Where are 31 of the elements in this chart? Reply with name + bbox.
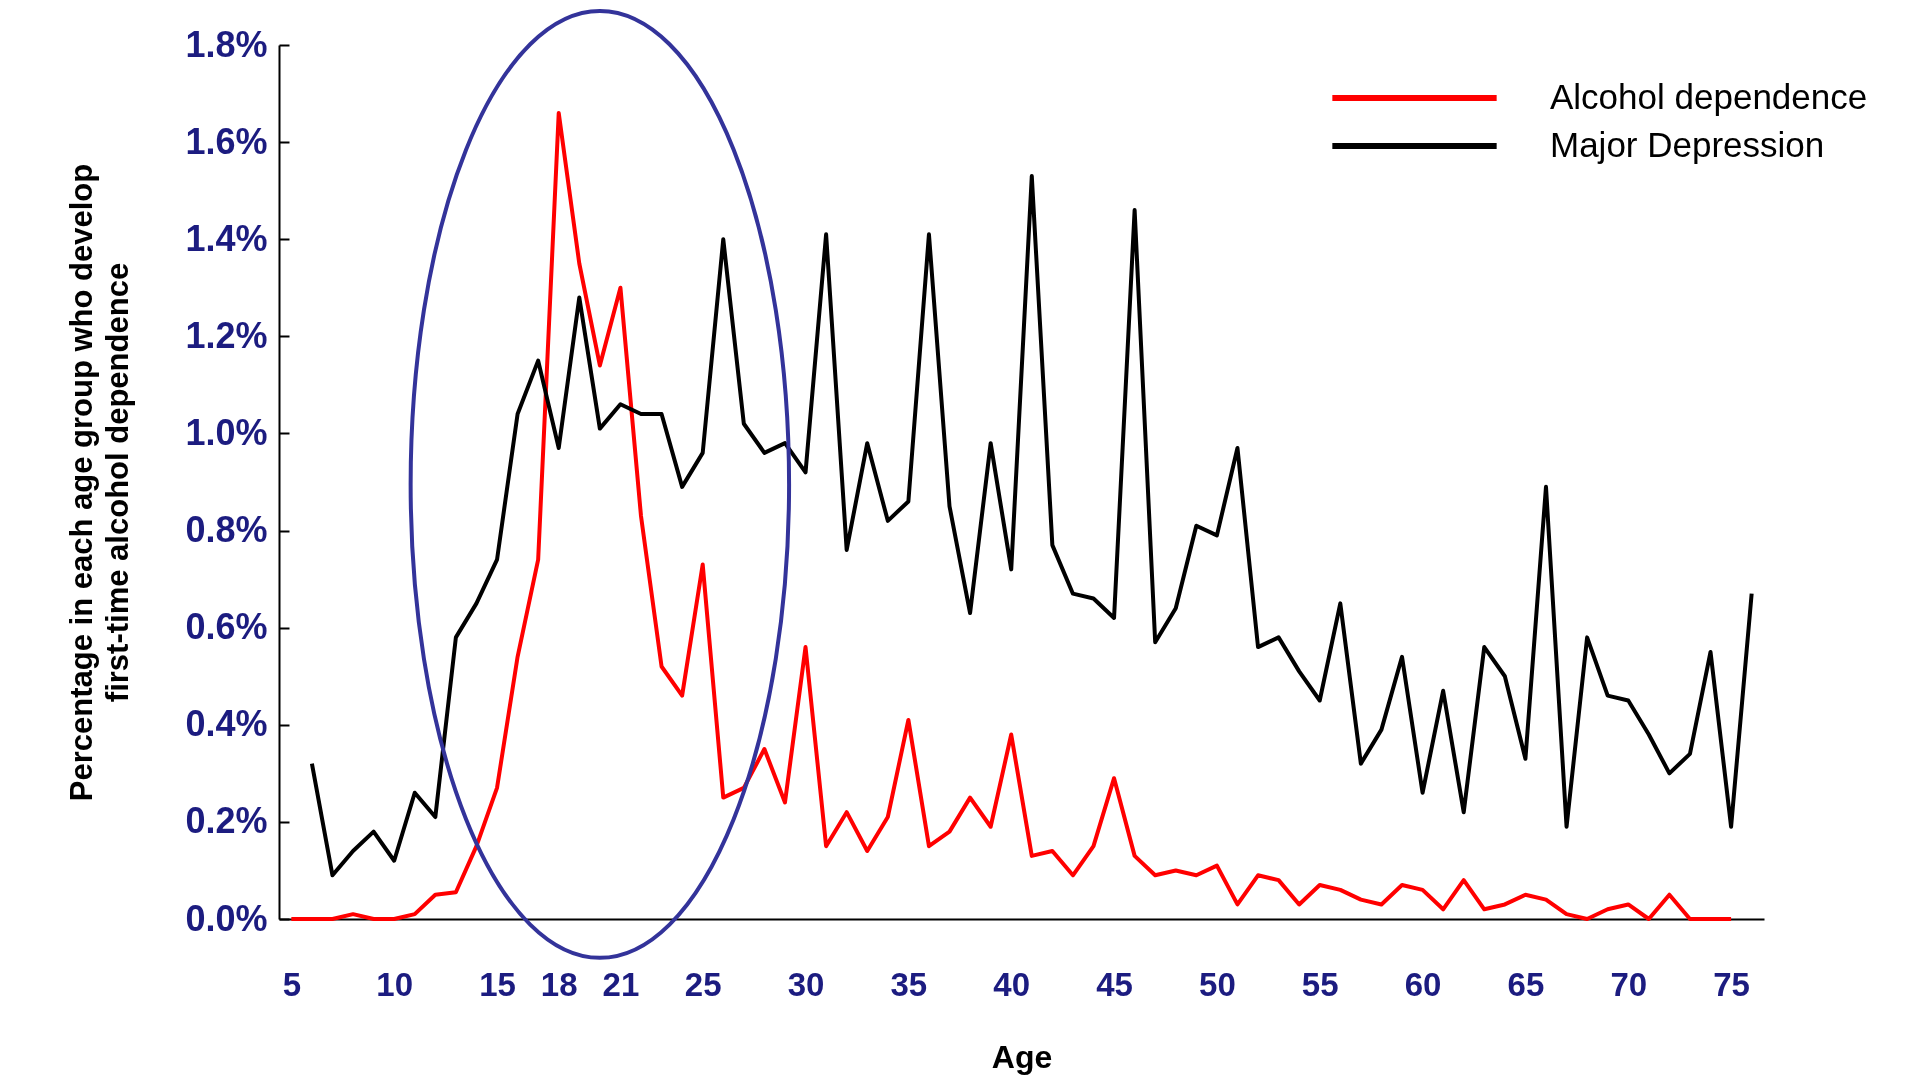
y-tick-label: 1.0%: [185, 411, 268, 453]
y-tick-label: 0.8%: [185, 509, 268, 551]
y-tick-label: 1.8%: [185, 23, 268, 65]
x-tick-label: 70: [1610, 965, 1648, 1003]
x-tick-label: 40: [993, 965, 1031, 1003]
y-tick-label: 0.6%: [185, 606, 268, 648]
y-tick-label: 0.4%: [185, 703, 268, 745]
x-tick-label: 55: [1301, 965, 1339, 1003]
y-tick-label: 1.4%: [185, 217, 268, 259]
y-axis-title: Percentage in each age group who develop first-time alcohol dependence: [64, 163, 136, 802]
line-series: [309, 174, 1754, 878]
x-tick-label: 30: [787, 965, 825, 1003]
legend-label: Major Depression: [1550, 125, 1825, 164]
x-tick-label: 65: [1507, 965, 1545, 1003]
legend-label: Alcohol dependence: [1550, 77, 1868, 116]
x-tick-label: 45: [1096, 965, 1133, 1003]
x-tick-label: 60: [1404, 965, 1442, 1003]
x-tick-label: 5: [282, 965, 302, 1003]
y-tick-label: 0.2%: [185, 800, 268, 842]
y-tick-label: 1.2%: [185, 314, 268, 356]
x-tick-label: 18: [540, 965, 578, 1003]
x-tick-label: 35: [890, 965, 928, 1003]
x-tick-label: 75: [1713, 965, 1750, 1003]
x-tick-label: 50: [1199, 965, 1236, 1003]
x-axis-title: Age: [991, 1038, 1053, 1075]
x-tick-label: 21: [602, 965, 640, 1003]
x-tick-label: 10: [376, 965, 414, 1003]
y-tick-label: 1.6%: [185, 120, 268, 162]
x-tick-label: 25: [684, 965, 722, 1003]
x-tick-label: 15: [479, 965, 516, 1003]
y-tick-label: 0.0%: [185, 897, 268, 939]
